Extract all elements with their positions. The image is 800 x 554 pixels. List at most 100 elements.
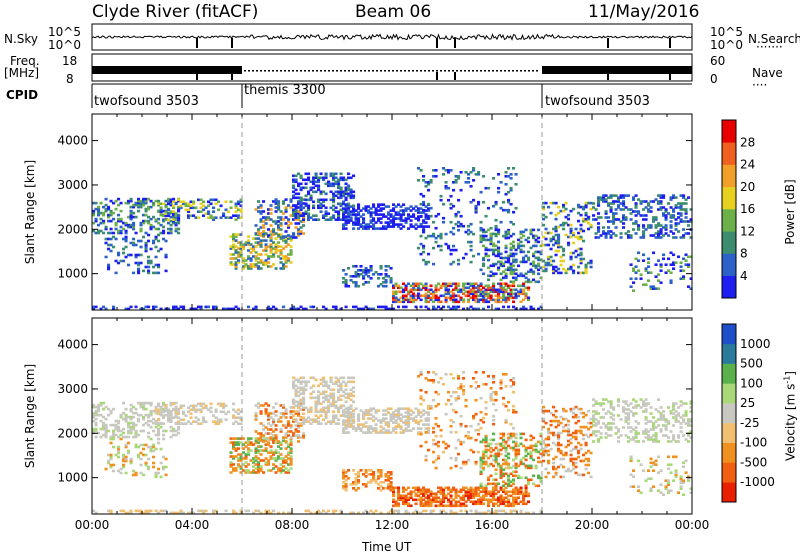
heatmap-cell bbox=[609, 234, 613, 237]
heatmap-cell bbox=[432, 169, 436, 172]
heatmap-cell bbox=[289, 249, 293, 252]
heatmap-cell bbox=[234, 441, 238, 444]
heatmap-cell bbox=[424, 225, 428, 228]
heatmap-cell bbox=[497, 250, 501, 254]
heatmap-cell bbox=[514, 410, 518, 414]
heatmap-cell bbox=[467, 307, 471, 311]
heatmap-cell bbox=[472, 286, 476, 290]
heatmap-cell bbox=[439, 294, 443, 298]
heatmap-cell bbox=[474, 412, 478, 416]
heatmap-cell bbox=[194, 420, 198, 423]
heatmap-cell bbox=[174, 214, 178, 217]
heatmap-cell bbox=[689, 236, 693, 239]
heatmap-cell bbox=[257, 449, 261, 452]
heatmap-cell bbox=[459, 496, 463, 500]
heatmap-cell bbox=[669, 271, 673, 274]
heatmap-cell bbox=[367, 481, 371, 484]
heatmap-cell bbox=[334, 406, 338, 410]
heatmap-cell bbox=[619, 220, 623, 223]
heatmap-cell bbox=[174, 229, 178, 233]
heatmap-cell bbox=[492, 482, 496, 486]
nave-dot bbox=[324, 70, 326, 72]
heatmap-cell bbox=[509, 379, 513, 382]
heatmap-cell bbox=[109, 209, 113, 213]
heatmap-cell bbox=[104, 307, 108, 311]
heatmap-cell bbox=[554, 239, 558, 243]
heatmap-cell bbox=[114, 227, 118, 231]
heatmap-cell bbox=[672, 267, 676, 270]
heatmap-cell bbox=[629, 236, 633, 239]
heatmap-cell bbox=[94, 413, 98, 417]
heatmap-cell bbox=[242, 259, 246, 262]
heatmap-cell bbox=[272, 263, 276, 266]
heatmap-cell bbox=[684, 198, 688, 201]
heatmap-cell bbox=[104, 427, 108, 431]
heatmap-cell bbox=[392, 290, 396, 294]
heatmap-cell bbox=[479, 288, 483, 292]
heatmap-cell bbox=[454, 294, 458, 298]
heatmap-cell bbox=[434, 288, 438, 292]
heatmap-cell bbox=[659, 200, 663, 203]
heatmap-cell bbox=[407, 496, 411, 500]
heatmap-cell bbox=[464, 462, 468, 466]
heatmap-cell bbox=[357, 221, 361, 224]
heatmap-cell bbox=[112, 305, 116, 309]
heatmap-cell bbox=[317, 186, 321, 190]
heatmap-cell bbox=[562, 253, 566, 257]
heatmap-cell bbox=[192, 307, 196, 311]
heatmap-cell bbox=[104, 207, 108, 211]
heatmap-cell bbox=[339, 218, 343, 221]
heatmap-cell bbox=[242, 463, 246, 466]
heatmap-cell bbox=[529, 230, 533, 234]
heatmap-cell bbox=[152, 241, 156, 245]
heatmap-cell bbox=[484, 492, 488, 496]
heatmap-cell bbox=[452, 288, 456, 292]
heatmap-cell bbox=[434, 169, 438, 172]
heatmap-cell bbox=[262, 471, 266, 474]
heatmap-cell bbox=[427, 296, 431, 300]
heatmap-cell bbox=[109, 411, 113, 415]
heatmap-cell bbox=[499, 288, 503, 292]
heatmap-cell bbox=[172, 218, 176, 221]
heatmap-cell bbox=[289, 307, 293, 311]
heatmap-cell bbox=[384, 479, 388, 482]
heatmap-cell bbox=[494, 202, 498, 206]
heatmap-cell bbox=[279, 257, 283, 260]
heatmap-cell bbox=[442, 488, 446, 492]
heatmap-cell bbox=[237, 202, 241, 206]
heatmap-cell bbox=[259, 453, 263, 456]
heatmap-cell bbox=[522, 234, 526, 238]
nave-tick-bottom-right: 0 bbox=[710, 72, 718, 86]
heatmap-cell bbox=[207, 305, 211, 309]
heatmap-cell bbox=[674, 196, 678, 199]
heatmap-cell bbox=[137, 445, 141, 449]
heatmap-cell bbox=[264, 412, 268, 415]
heatmap-cell bbox=[329, 198, 333, 202]
heatmap-cell bbox=[492, 262, 496, 266]
heatmap-cell bbox=[127, 441, 131, 445]
heatmap-cell bbox=[257, 432, 261, 435]
heatmap-cell bbox=[352, 421, 356, 424]
heatmap-cell bbox=[469, 424, 473, 428]
heatmap-cell bbox=[254, 412, 258, 415]
heatmap-cell bbox=[369, 413, 373, 416]
heatmap-cell bbox=[382, 431, 386, 434]
nave-dot bbox=[364, 70, 366, 72]
heatmap-cell bbox=[342, 421, 346, 424]
heatmap-cell bbox=[509, 202, 513, 206]
heatmap-cell bbox=[127, 451, 131, 455]
heatmap-cell bbox=[494, 456, 498, 460]
heatmap-cell bbox=[167, 408, 171, 412]
heatmap-cell bbox=[557, 211, 561, 215]
heatmap-cell bbox=[382, 481, 386, 484]
heatmap-cell bbox=[399, 219, 403, 222]
heatmap-cell bbox=[494, 468, 498, 472]
heatmap-cell bbox=[169, 231, 173, 235]
heatmap-cell bbox=[367, 431, 371, 434]
heatmap-cell bbox=[637, 212, 641, 215]
heatmap-cell bbox=[469, 185, 473, 188]
heatmap-cell bbox=[349, 176, 353, 180]
heatmap-cell bbox=[457, 290, 461, 294]
heatmap-cell bbox=[132, 271, 136, 275]
heatmap-cell bbox=[507, 500, 511, 504]
